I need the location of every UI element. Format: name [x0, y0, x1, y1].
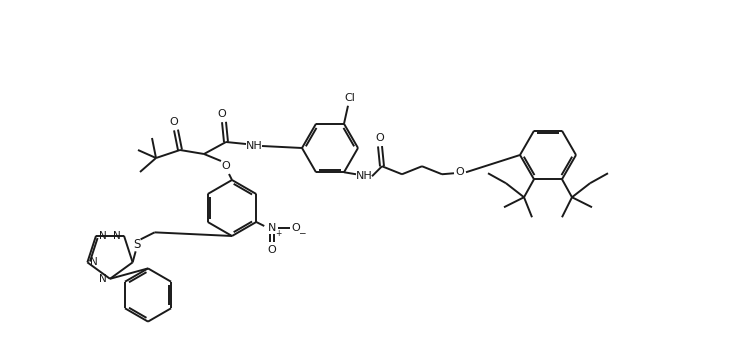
Text: Cl: Cl	[344, 93, 355, 103]
Text: O: O	[222, 161, 230, 171]
Text: N: N	[99, 231, 107, 241]
Text: NH: NH	[356, 171, 372, 181]
Text: O: O	[292, 223, 301, 233]
Text: O: O	[456, 167, 465, 177]
Text: N: N	[113, 231, 121, 241]
Text: NH: NH	[246, 141, 262, 151]
Text: O: O	[217, 109, 226, 119]
Text: O: O	[268, 245, 277, 255]
Text: O: O	[170, 117, 178, 127]
Text: S: S	[133, 238, 140, 251]
Text: −: −	[299, 228, 306, 237]
Text: N: N	[99, 274, 107, 284]
Text: +: +	[275, 228, 281, 237]
Text: N: N	[90, 257, 98, 267]
Text: O: O	[376, 133, 385, 143]
Text: N: N	[268, 223, 277, 233]
